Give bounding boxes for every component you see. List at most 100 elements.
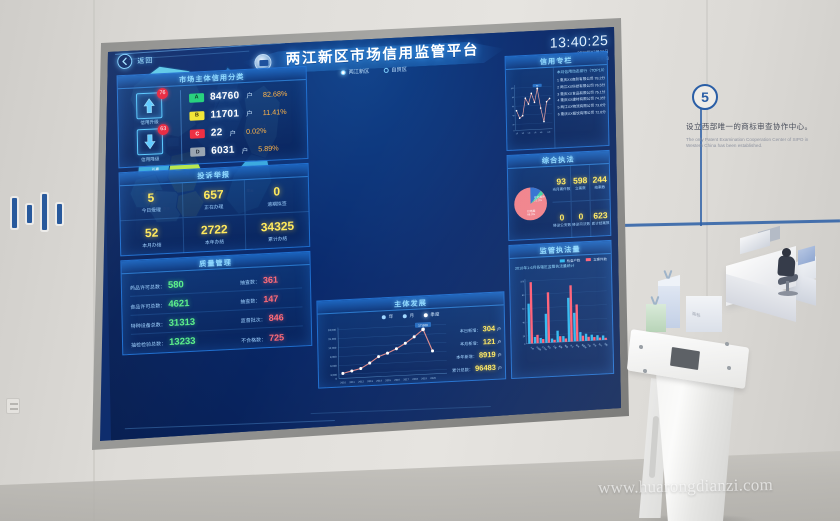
law-value: 0 (559, 212, 565, 223)
legend-label: 立案件数 (593, 257, 607, 262)
complaint-label: 逾期拟签 (267, 201, 287, 208)
ranking-row[interactable]: 6 重庆XX餐饮有限公司 72.8分 (557, 110, 606, 117)
law-label: 移送司法数 (572, 221, 591, 227)
grade-count: 6031 (211, 144, 235, 158)
credit-upgrade[interactable]: 76 信用升级 (132, 87, 169, 126)
grade-count: 84760 (209, 89, 240, 103)
credit-ranking-list[interactable]: 本月信用动态排行（TOP10） 1 重庆XX商贸有限公司 78.2分 2 两江X… (552, 64, 609, 149)
legend-swatch (586, 257, 592, 262)
wall-display[interactable]: 返回 两江新区市场信用监管平台 两江新区 自贸区 (92, 18, 629, 450)
radio-dot-icon (383, 67, 389, 74)
law-value: 623 (593, 210, 608, 221)
entity-growth-panel: 主体发展 年 月 季度 (316, 291, 507, 390)
svg-text:2015: 2015 (385, 379, 391, 382)
svg-text:翠云: 翠云 (547, 344, 553, 350)
radio-dot-icon (423, 313, 429, 318)
svg-text:100: 100 (520, 281, 524, 283)
svg-text:鸳嘴: 鸳嘴 (564, 343, 570, 349)
svg-text:9月: 9月 (540, 131, 543, 134)
deco-line-bottom-1 (124, 419, 335, 430)
iso-plant-icon (649, 296, 661, 306)
arrow-left-circle-icon[interactable] (117, 53, 133, 70)
wall-caption-cn: 设立西部唯一的商标审查协作中心。 (686, 122, 813, 131)
back-button[interactable]: 返回 (117, 53, 153, 70)
arrow-up-icon (135, 91, 163, 119)
svg-text:果园港: 果园港 (581, 343, 588, 350)
complaint-cell[interactable]: 52 本月办结 (120, 218, 184, 257)
credit-grade-row[interactable]: C 22 户 0.02% (189, 123, 301, 140)
law-cell[interactable]: 623 累计结案数 (591, 200, 611, 237)
complaint-label: 本年办结 (204, 240, 225, 247)
complaint-value: 0 (273, 183, 281, 199)
grade-tag: C (189, 129, 205, 139)
legend-item-cases[interactable]: 立案件数 (586, 256, 607, 262)
legend-item-inspections[interactable]: 检查户数 (559, 257, 581, 264)
bar-chart-svg: 100 80 60 40 20 0 (520, 276, 609, 352)
grade-unit: 户 (246, 110, 253, 119)
iso-person-body (777, 255, 796, 277)
law-cell[interactable]: 0 移送司法数 (571, 200, 592, 238)
dashboard-root[interactable]: 返回 两江新区市场信用监管平台 两江新区 自贸区 (103, 27, 621, 441)
law-pie-chart[interactable]: 在办案件 22.0% 已结案 68.0% (508, 167, 553, 241)
credit-grade-row[interactable]: A 84760 户 82.68% (188, 87, 300, 104)
quality-label-left: 抽检检验总数： (131, 341, 167, 349)
arrow-down-icon (136, 128, 164, 156)
svg-text:80: 80 (512, 97, 514, 99)
svg-text:2016: 2016 (394, 379, 400, 382)
svg-text:3月: 3月 (522, 132, 525, 135)
credit-downgrade-badge: 63 (157, 123, 169, 136)
svg-text:人和: 人和 (530, 345, 536, 351)
credit-grade-row[interactable]: D 6031 户 5.89% (190, 142, 301, 159)
grade-count: 22 (210, 127, 223, 139)
back-label: 返回 (137, 57, 154, 65)
growth-stat-row: 本日新增： 304 户 (450, 323, 502, 335)
grade-percent: 11.41% (262, 106, 287, 117)
quality-label-left: 药品许可总数： (129, 283, 166, 292)
complaint-label: 正在办理 (204, 204, 224, 211)
growth-stat-value: 8919 (478, 349, 496, 360)
svg-text:2014: 2014 (376, 379, 382, 382)
svg-text:水土: 水土 (569, 343, 575, 349)
complaint-cell[interactable]: 5 今日受理 (119, 183, 184, 222)
svg-text:90: 90 (536, 85, 539, 87)
svg-text:寸滩: 寸滩 (586, 342, 592, 348)
svg-text:68.0%: 68.0% (527, 212, 535, 216)
iso-plant-icon (662, 270, 674, 280)
law-label: 立案数 (574, 185, 586, 191)
growth-stat-value: 96483 (474, 362, 497, 373)
quality-label-right: 不合格数： (241, 336, 267, 344)
svg-text:2010: 2010 (340, 381, 346, 384)
svg-text:0: 0 (524, 344, 526, 346)
legend-label: 检查户数 (566, 258, 581, 264)
quality-label-right: 监督批次： (240, 317, 266, 325)
quality-value-right: 361 (262, 274, 279, 286)
credit-downgrade[interactable]: 63 信用降级 (133, 123, 169, 163)
wall-seam-right (706, 0, 708, 330)
law-cell[interactable]: 0 移送公安数 (552, 201, 573, 239)
grade-percent: 82.68% (262, 88, 288, 99)
map-toggle-ftz[interactable]: 自贸区 (383, 66, 407, 74)
grade-count: 11701 (210, 108, 240, 121)
credit-trend-chart[interactable]: 90 100 80 60 40 20 0 1月 3月 5月 7月 9月 11月 (506, 68, 555, 151)
complaint-cell[interactable]: 0 逾期拟签 (245, 176, 309, 216)
grade-tag: D (190, 147, 206, 158)
credit-grade-row[interactable]: B 11701 户 11.41% (189, 105, 300, 122)
svg-text:2020: 2020 (430, 377, 436, 380)
svg-text:6,000: 6,000 (330, 364, 337, 368)
flow-bar-chart[interactable]: 100 80 60 40 20 0 (515, 268, 610, 373)
law-cell[interactable]: 93 当月案件数 (551, 165, 572, 203)
law-cell[interactable]: 244 结案数 (589, 163, 610, 201)
grade-unit: 户 (229, 130, 237, 138)
law-value: 244 (592, 173, 607, 185)
map-toggle-label: 自贸区 (391, 66, 407, 74)
law-cell[interactable]: 598 立案数 (570, 164, 591, 202)
growth-line-chart[interactable]: 17,600 18,000 15,000 12,000 9,000 6,000 3,0… (318, 317, 451, 390)
complaint-cell[interactable]: 2722 本年办结 (183, 215, 247, 254)
complaint-value: 52 (144, 225, 159, 241)
complaint-cell[interactable]: 657 正在办理 (182, 180, 246, 219)
svg-text:9,000: 9,000 (330, 355, 337, 359)
complaint-cell[interactable]: 34325 累计办结 (246, 212, 309, 250)
display-screen[interactable]: 返回 两江新区市场信用监管平台 两江新区 自贸区 (100, 27, 621, 441)
quality-value-left: 4621 (168, 297, 190, 310)
map-toggle-liangjiang[interactable]: 两江新区 (340, 68, 369, 76)
